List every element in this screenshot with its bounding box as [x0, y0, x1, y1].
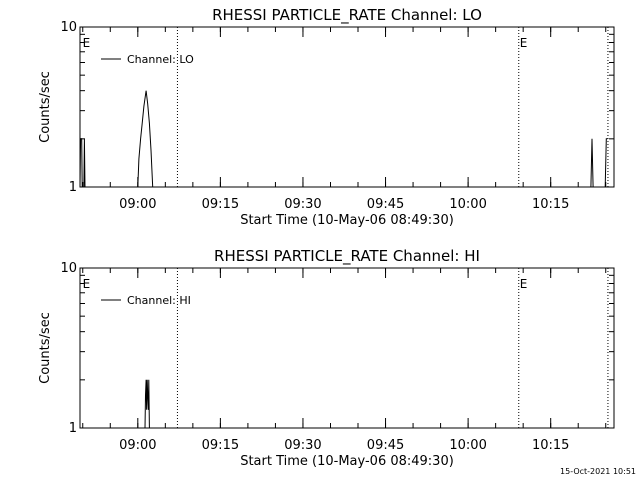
chart-0-ytick-label-0: 1	[69, 180, 77, 195]
chart-1-ylabel: Counts/sec	[38, 312, 53, 384]
chart-0-xtick-label-0: 09:00	[119, 197, 156, 212]
chart-1-legend-label: Channel: HI	[127, 294, 191, 307]
chart-1-ytick-label-0: 1	[69, 421, 77, 436]
chart-1-xtick-label-1: 09:15	[202, 438, 239, 453]
chart-0-ylabel: Counts/sec	[38, 71, 53, 143]
chart-1-title: RHESSI PARTICLE_RATE Channel: HI	[214, 247, 480, 266]
chart-1-xlabel: Start Time (10-May-06 08:49:30)	[240, 454, 454, 469]
chart-0-ytick-label-1: 10	[60, 20, 77, 35]
chart-0-title: RHESSI PARTICLE_RATE Channel: LO	[212, 6, 482, 25]
chart-0-xlabel: Start Time (10-May-06 08:49:30)	[240, 213, 454, 228]
chart-0-group: RHESSI PARTICLE_RATE Channel: LO Counts/s…	[38, 6, 615, 228]
chart-0-legend-label: Channel: LO	[127, 53, 194, 66]
chart-1-marker-1: E	[520, 277, 528, 291]
chart-0-xtick-label-4: 10:00	[449, 197, 486, 212]
chart-1-group: RHESSI PARTICLE_RATE Channel: HI Counts/s…	[38, 247, 615, 469]
chart-1-frame	[79, 267, 615, 429]
chart-0-xtick-label-2: 09:30	[284, 197, 321, 212]
chart-1-xtick-label-0: 09:00	[119, 438, 156, 453]
chart-1-xtick-label-5: 10:15	[532, 438, 569, 453]
chart-1-marker-0: E	[83, 277, 91, 291]
chart-0-series-0-line	[79, 90, 608, 188]
chart-1-ytick-label-1: 10	[60, 261, 77, 276]
chart-0-marker-0: E	[83, 36, 91, 50]
chart-1-xtick-label-3: 09:45	[367, 438, 404, 453]
chart-0-frame	[79, 26, 615, 188]
chart-1-xtick-label-2: 09:30	[284, 438, 321, 453]
chart-1-xtick-label-4: 10:00	[449, 438, 486, 453]
chart-1-series-0-line	[144, 379, 150, 429]
chart-0-xtick-label-1: 09:15	[202, 197, 239, 212]
timestamp-text: 15-Oct-2021 10:51	[560, 467, 636, 476]
chart-0-xtick-label-5: 10:15	[532, 197, 569, 212]
chart-0-marker-1: E	[520, 36, 528, 50]
chart-0-xtick-label-3: 09:45	[367, 197, 404, 212]
